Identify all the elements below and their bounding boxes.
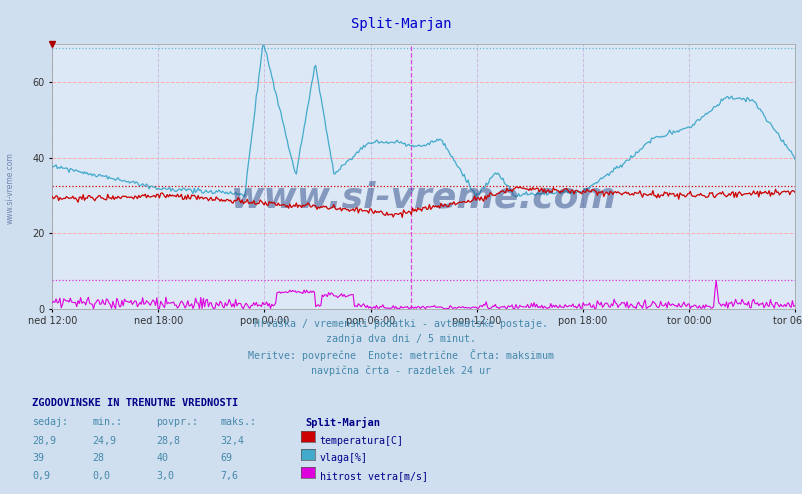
Text: 28,9: 28,9 [32,436,56,446]
Text: temperatura[C]: temperatura[C] [319,436,403,446]
Text: 0,0: 0,0 [92,471,110,481]
Text: vlaga[%]: vlaga[%] [319,453,367,463]
Text: min.:: min.: [92,417,122,427]
Text: 28,8: 28,8 [156,436,180,446]
Text: ZGODOVINSKE IN TRENUTNE VREDNOSTI: ZGODOVINSKE IN TRENUTNE VREDNOSTI [32,398,238,408]
Text: povpr.:: povpr.: [156,417,198,427]
Text: www.si-vreme.com: www.si-vreme.com [6,152,15,224]
Text: Split-Marjan: Split-Marjan [305,417,379,428]
Text: 40: 40 [156,453,168,463]
Text: sedaj:: sedaj: [32,417,68,427]
Text: 24,9: 24,9 [92,436,116,446]
Text: www.si-vreme.com: www.si-vreme.com [230,181,616,215]
Text: Hrvaška / vremenski podatki - avtomatske postaje.
zadnja dva dni / 5 minut.
Meri: Hrvaška / vremenski podatki - avtomatske… [248,319,554,376]
Text: Split-Marjan: Split-Marjan [350,17,452,31]
Text: 3,0: 3,0 [156,471,174,481]
Text: 7,6: 7,6 [221,471,238,481]
Text: 32,4: 32,4 [221,436,245,446]
Text: maks.:: maks.: [221,417,257,427]
Text: hitrost vetra[m/s]: hitrost vetra[m/s] [319,471,427,481]
Text: 69: 69 [221,453,233,463]
Text: 28: 28 [92,453,104,463]
Text: 39: 39 [32,453,44,463]
Text: 0,9: 0,9 [32,471,50,481]
